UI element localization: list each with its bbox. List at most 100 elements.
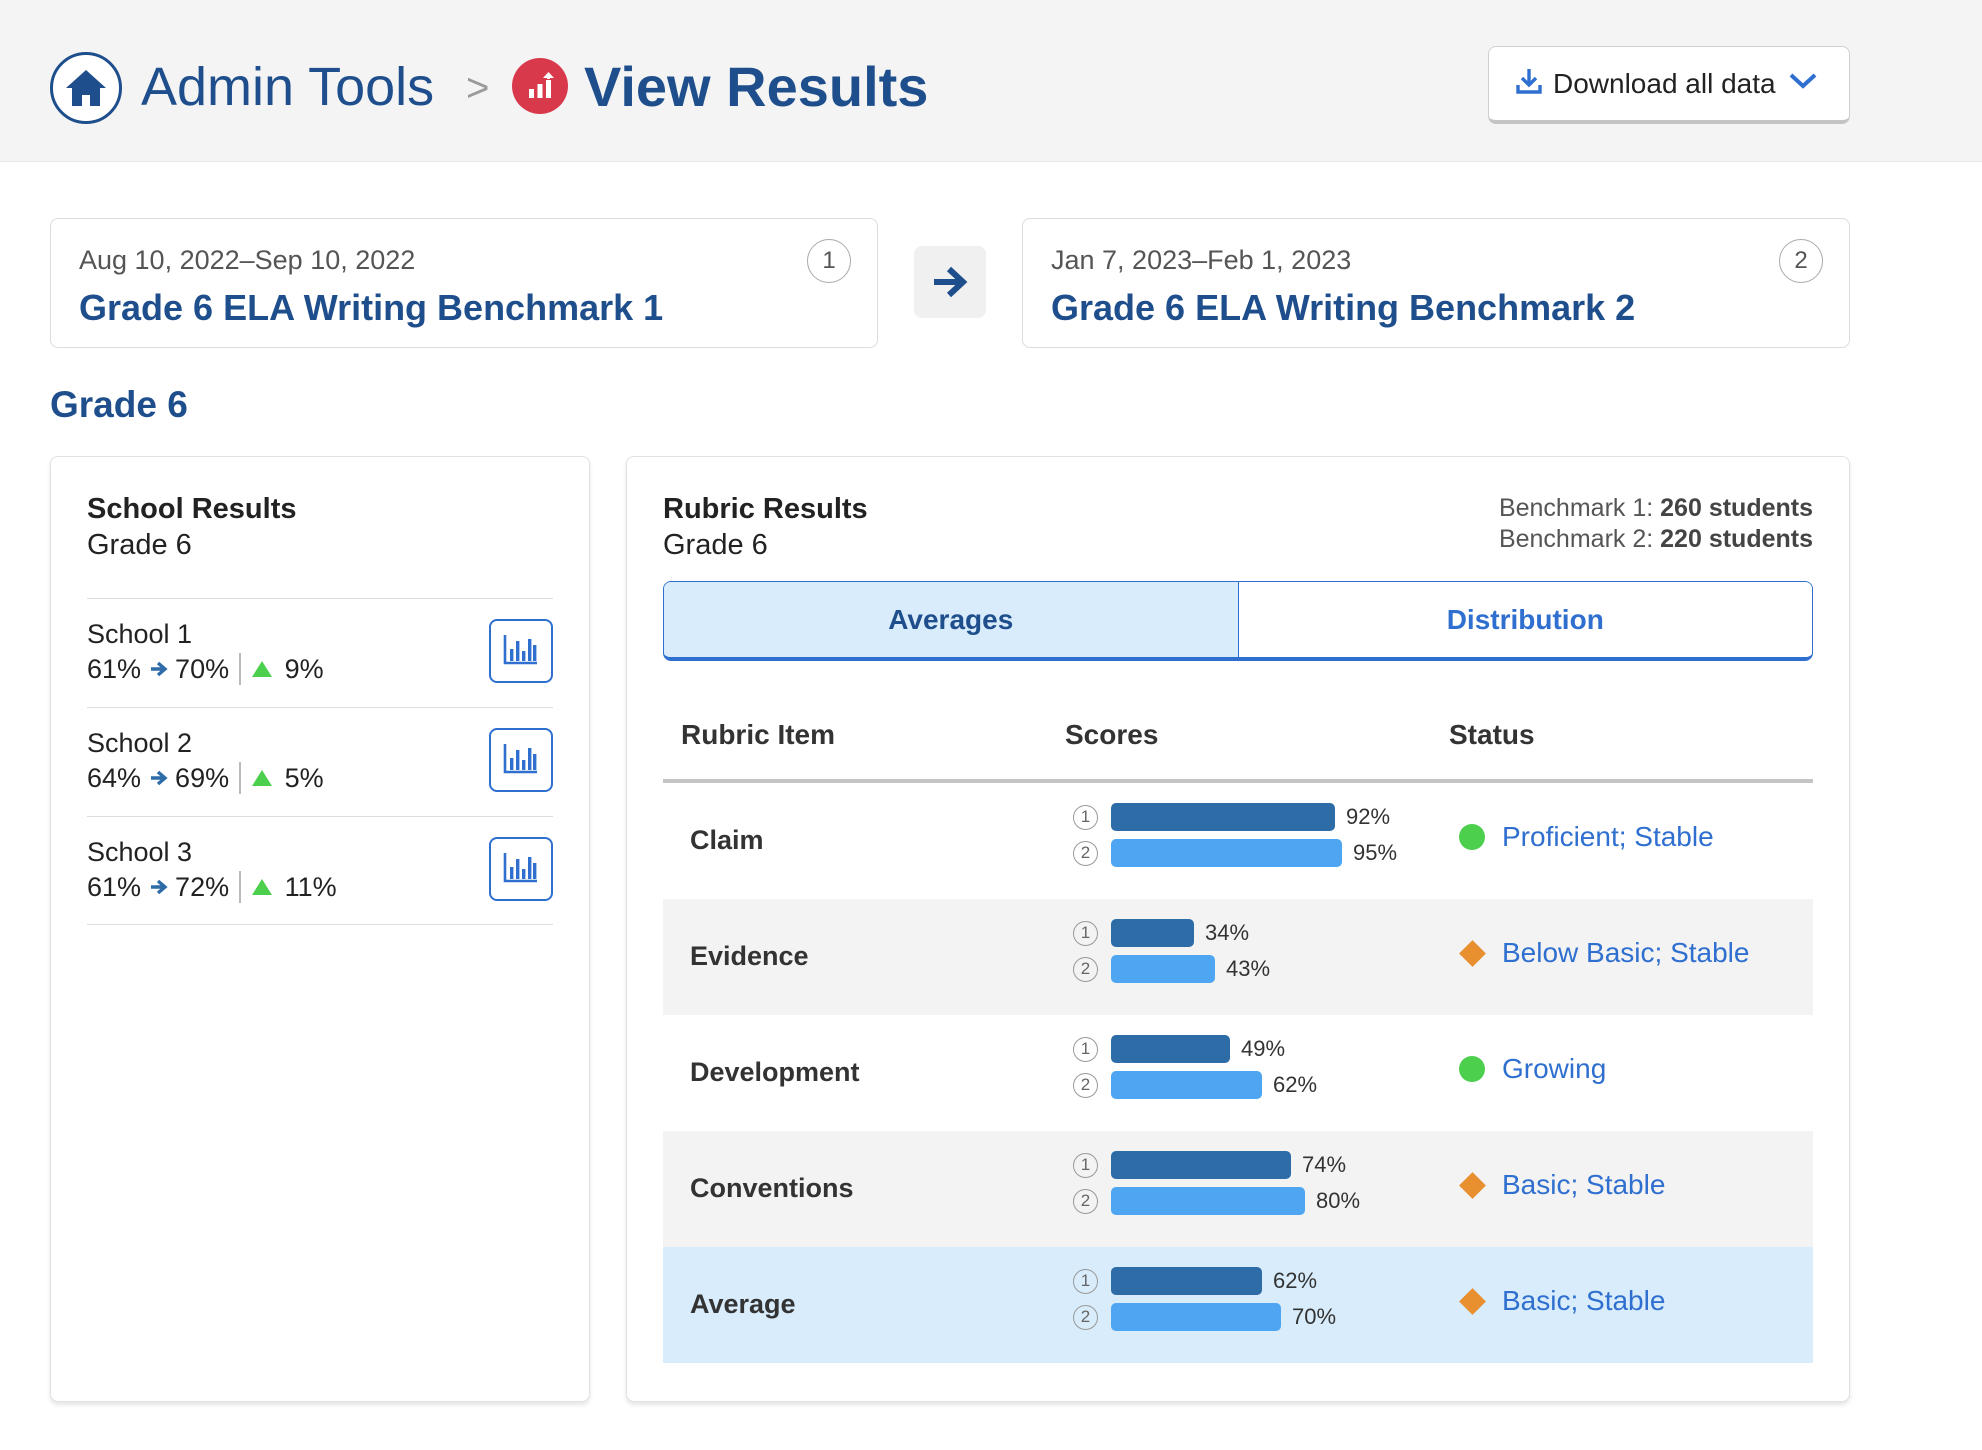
benchmark-1-bar <box>1111 1151 1291 1179</box>
status-link[interactable]: Proficient; Stable <box>1502 821 1714 852</box>
benchmark-number-badge: 2 <box>1073 840 1098 866</box>
school-score-change: 64% 69% 5% <box>87 762 324 794</box>
average-row: Average 1 62% 2 70% Basic; Stable <box>663 1247 1813 1363</box>
benchmark-2-percent: 70% <box>1292 1304 1337 1329</box>
school-results-panel: School Results Grade 6 School 1 61% 70% 9% S… <box>50 456 590 1402</box>
school-row: School 2 64% 69% 5% <box>87 707 553 816</box>
benchmark-1-bar <box>1111 803 1335 831</box>
table-header-divider <box>663 779 1813 783</box>
download-label: Download all data <box>1553 67 1776 99</box>
rubric-row: Development 1 49% 2 62% Growing <box>663 1015 1813 1131</box>
status-link[interactable]: Basic; Stable <box>1502 1169 1666 1200</box>
school-row: School 3 61% 72% 11% <box>87 816 553 925</box>
benchmark-date-range: Aug 10, 2022–Sep 10, 2022 <box>79 245 416 275</box>
status-indicator: Basic; Stable <box>1459 1169 1665 1201</box>
benchmark-2-bar <box>1111 1303 1281 1331</box>
rubric-item-name: Evidence <box>690 941 809 971</box>
benchmark-2-percent: 80% <box>1316 1188 1361 1213</box>
score-to: 69% <box>175 762 230 793</box>
view-school-chart-button[interactable] <box>489 619 553 683</box>
benchmark-2-score: 2 62% <box>1073 1071 1317 1099</box>
benchmark-date-range: Jan 7, 2023–Feb 1, 2023 <box>1051 245 1352 275</box>
school-results-subtitle: Grade 6 <box>87 529 192 561</box>
increase-triangle-icon <box>251 660 273 678</box>
benchmark-1-score: 1 34% <box>1073 919 1249 947</box>
chevron-down-icon <box>1788 71 1818 96</box>
student-counts: Benchmark 1: 260 students Benchmark 2: 2… <box>1499 493 1813 555</box>
benchmark-card-1[interactable]: Aug 10, 2022–Sep 10, 2022 Grade 6 ELA Wr… <box>50 218 878 348</box>
benchmark-2-percent: 62% <box>1273 1072 1318 1097</box>
benchmark-1-score: 1 62% <box>1073 1267 1317 1295</box>
benchmark-2-score: 2 95% <box>1073 839 1397 867</box>
rubric-item-name: Average <box>690 1289 796 1319</box>
score-change: 11% <box>284 871 337 902</box>
school-results-title: School Results <box>87 493 297 525</box>
arrow-right-icon <box>149 660 169 678</box>
tab-averages[interactable]: Averages <box>664 582 1239 657</box>
school-score-change: 61% 72% 11% <box>87 871 337 903</box>
benchmark-1-percent: 34% <box>1205 920 1250 945</box>
rubric-item-name: Development <box>690 1057 860 1087</box>
breadcrumb-separator-icon: > <box>466 66 490 110</box>
rubric-row: Conventions 1 74% 2 80% Basic; Stable <box>663 1131 1813 1247</box>
benchmark-number-badge: 2 <box>1073 1072 1098 1098</box>
arrow-right-icon <box>149 878 169 896</box>
rubric-row: Claim 1 92% 2 95% Proficient; Stable <box>663 783 1813 899</box>
status-link[interactable]: Basic; Stable <box>1502 1285 1666 1316</box>
school-name: School 1 <box>87 619 193 649</box>
benchmark-1-bar <box>1111 919 1194 947</box>
benchmark-1-bar <box>1111 1035 1230 1063</box>
view-school-chart-button[interactable] <box>489 728 553 792</box>
school-name: School 2 <box>87 728 193 758</box>
benchmark-2-bar <box>1111 955 1215 983</box>
divider <box>239 653 241 685</box>
page-title: View Results <box>584 55 929 118</box>
bar-chart-icon <box>503 742 539 779</box>
benchmark-2-bar <box>1111 839 1342 867</box>
results-chart-icon <box>512 58 568 114</box>
benchmark-card-2[interactable]: Jan 7, 2023–Feb 1, 2023 Grade 6 ELA Writ… <box>1022 218 1850 348</box>
benchmark-1-bar <box>1111 1267 1262 1295</box>
arrow-right-icon <box>149 769 169 787</box>
benchmark-number-badge: 1 <box>1073 1036 1098 1062</box>
benchmark-2-bar <box>1111 1187 1305 1215</box>
download-icon <box>1515 67 1543 100</box>
status-link[interactable]: Below Basic; Stable <box>1502 937 1750 968</box>
orange-diamond-icon <box>1459 1171 1486 1199</box>
benchmark-2-percent: 43% <box>1226 956 1271 981</box>
benchmark-2-score: 2 80% <box>1073 1187 1360 1215</box>
benchmark-name: Grade 6 ELA Writing Benchmark 2 <box>1051 287 1636 328</box>
view-school-chart-button[interactable] <box>489 837 553 901</box>
bar-chart-icon <box>503 633 539 670</box>
benchmark-1-count: Benchmark 1: 260 students <box>1498 494 1813 522</box>
rubric-item-name: Conventions <box>690 1173 854 1203</box>
status-link[interactable]: Growing <box>1502 1053 1607 1084</box>
status-indicator: Below Basic; Stable <box>1459 937 1749 969</box>
home-icon[interactable] <box>50 52 122 124</box>
score-from: 61% <box>87 653 142 684</box>
breadcrumb-admin-tools[interactable]: Admin Tools <box>141 57 435 117</box>
tab-distribution[interactable]: Distribution <box>1238 582 1812 657</box>
column-header-status: Status <box>1449 719 1535 750</box>
bar-chart-icon <box>503 851 539 888</box>
benchmark-number-badge: 1 <box>1073 1268 1098 1294</box>
rubric-results-panel: Rubric Results Grade 6 Benchmark 1: 260 … <box>626 456 1850 1402</box>
benchmark-number-badge: 2 <box>1073 956 1098 982</box>
column-header-rubric-item: Rubric Item <box>681 719 836 750</box>
score-to: 72% <box>175 871 230 902</box>
benchmark-number-badge: 2 <box>1073 1304 1098 1330</box>
rubric-results-subtitle: Grade 6 <box>663 529 768 561</box>
benchmark-number-badge: 2 <box>1073 1188 1098 1214</box>
page-header: Admin Tools > View Results Download all … <box>0 0 1982 162</box>
download-all-data-button[interactable]: Download all data <box>1488 46 1850 124</box>
status-indicator: Growing <box>1459 1053 1606 1085</box>
benchmark-1-score: 1 92% <box>1073 803 1390 831</box>
benchmark-number-badge: 1 <box>1073 804 1098 830</box>
benchmark-1-percent: 92% <box>1346 804 1391 829</box>
school-row: School 1 61% 70% 9% <box>87 598 553 707</box>
orange-diamond-icon <box>1459 1287 1486 1315</box>
score-to: 70% <box>175 653 230 684</box>
school-name: School 3 <box>87 837 193 867</box>
score-from: 64% <box>87 762 142 793</box>
benchmark-number-badge: 1 <box>1073 920 1098 946</box>
